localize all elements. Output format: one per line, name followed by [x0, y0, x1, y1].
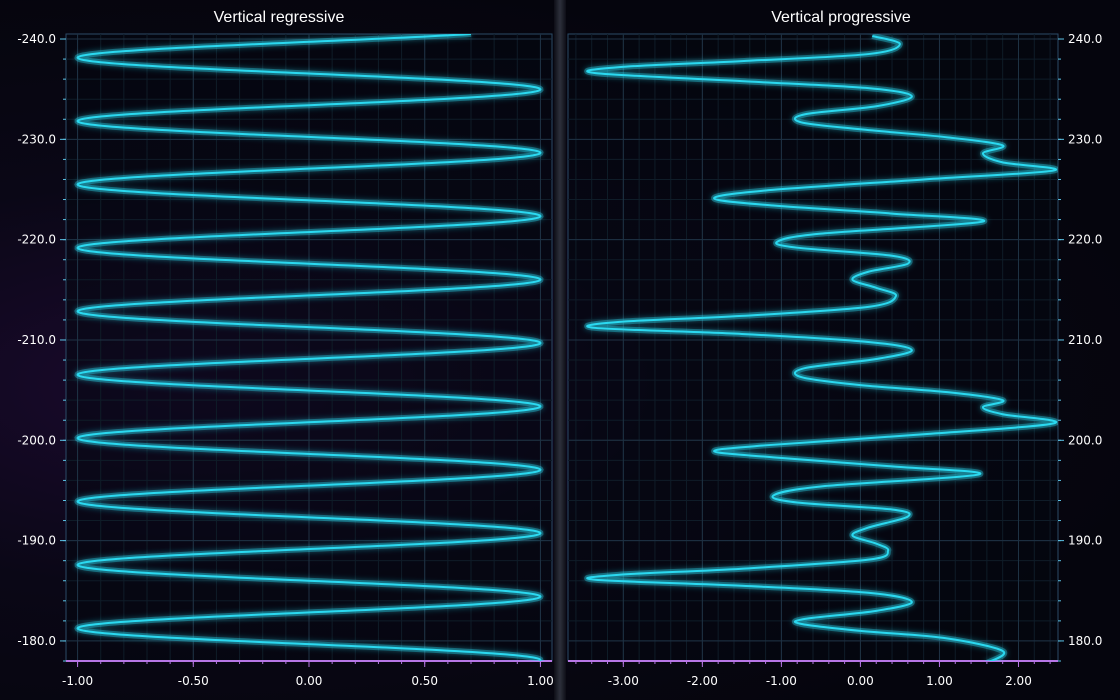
- x-tick-label: -3.00: [608, 674, 639, 688]
- x-tick-label: 0.50: [411, 674, 438, 688]
- x-tick-label: 1.00: [527, 674, 554, 688]
- chart-panel-vertical-progressive[interactable]: Vertical progressive -3.00 -2.00 -1.00 0.00…: [562, 0, 1120, 700]
- y-tick-label: 220.0: [1068, 233, 1102, 247]
- y-tick-label: -190.0: [17, 534, 56, 548]
- x-tick-label: 0.00: [847, 674, 874, 688]
- chart-title: Vertical progressive: [771, 9, 911, 26]
- x-tick-label: -1.00: [62, 674, 93, 688]
- y-tick-label: 180.0: [1068, 634, 1102, 648]
- y-tick-label: -200.0: [17, 433, 56, 447]
- x-tick-label: 0.00: [296, 674, 323, 688]
- y-tick-label: -180.0: [17, 634, 56, 648]
- series-group: [584, 34, 1058, 661]
- y-tick-label: 210.0: [1068, 333, 1102, 347]
- chart-plot-area[interactable]: -3.00 -2.00 -1.00 0.00 1.00 2.00 180.0 190.0 200…: [562, 0, 1120, 700]
- series-line: [76, 34, 542, 661]
- series-line: [586, 35, 1058, 661]
- chart-title: Vertical regressive: [213, 9, 345, 26]
- y-tick-label: 240.0: [1068, 32, 1102, 46]
- y-tick-label: -230.0: [17, 132, 56, 146]
- x-tick-label: -2.00: [687, 674, 718, 688]
- y-tick-label: 200.0: [1068, 433, 1102, 447]
- panel-splitter[interactable]: [554, 0, 566, 700]
- y-tick-label: 190.0: [1068, 534, 1102, 548]
- y-tick-label: -220.0: [17, 233, 56, 247]
- x-tick-label: 2.00: [1005, 674, 1032, 688]
- x-tick-label: 1.00: [926, 674, 953, 688]
- x-tick-label: -1.00: [766, 674, 797, 688]
- y-tick-label: 230.0: [1068, 132, 1102, 146]
- series-group: [74, 34, 544, 661]
- y-tick-label: -210.0: [17, 333, 56, 347]
- y-tick-label: -240.0: [17, 32, 56, 46]
- chart-panel-vertical-regressive[interactable]: Vertical regressive -1.00 -0.50 0.00 0.50 1.…: [0, 0, 558, 700]
- x-tick-label: -0.50: [178, 674, 209, 688]
- chart-plot-area[interactable]: -1.00 -0.50 0.00 0.50 1.00 -180.0 -190.0 -200.0…: [0, 0, 558, 700]
